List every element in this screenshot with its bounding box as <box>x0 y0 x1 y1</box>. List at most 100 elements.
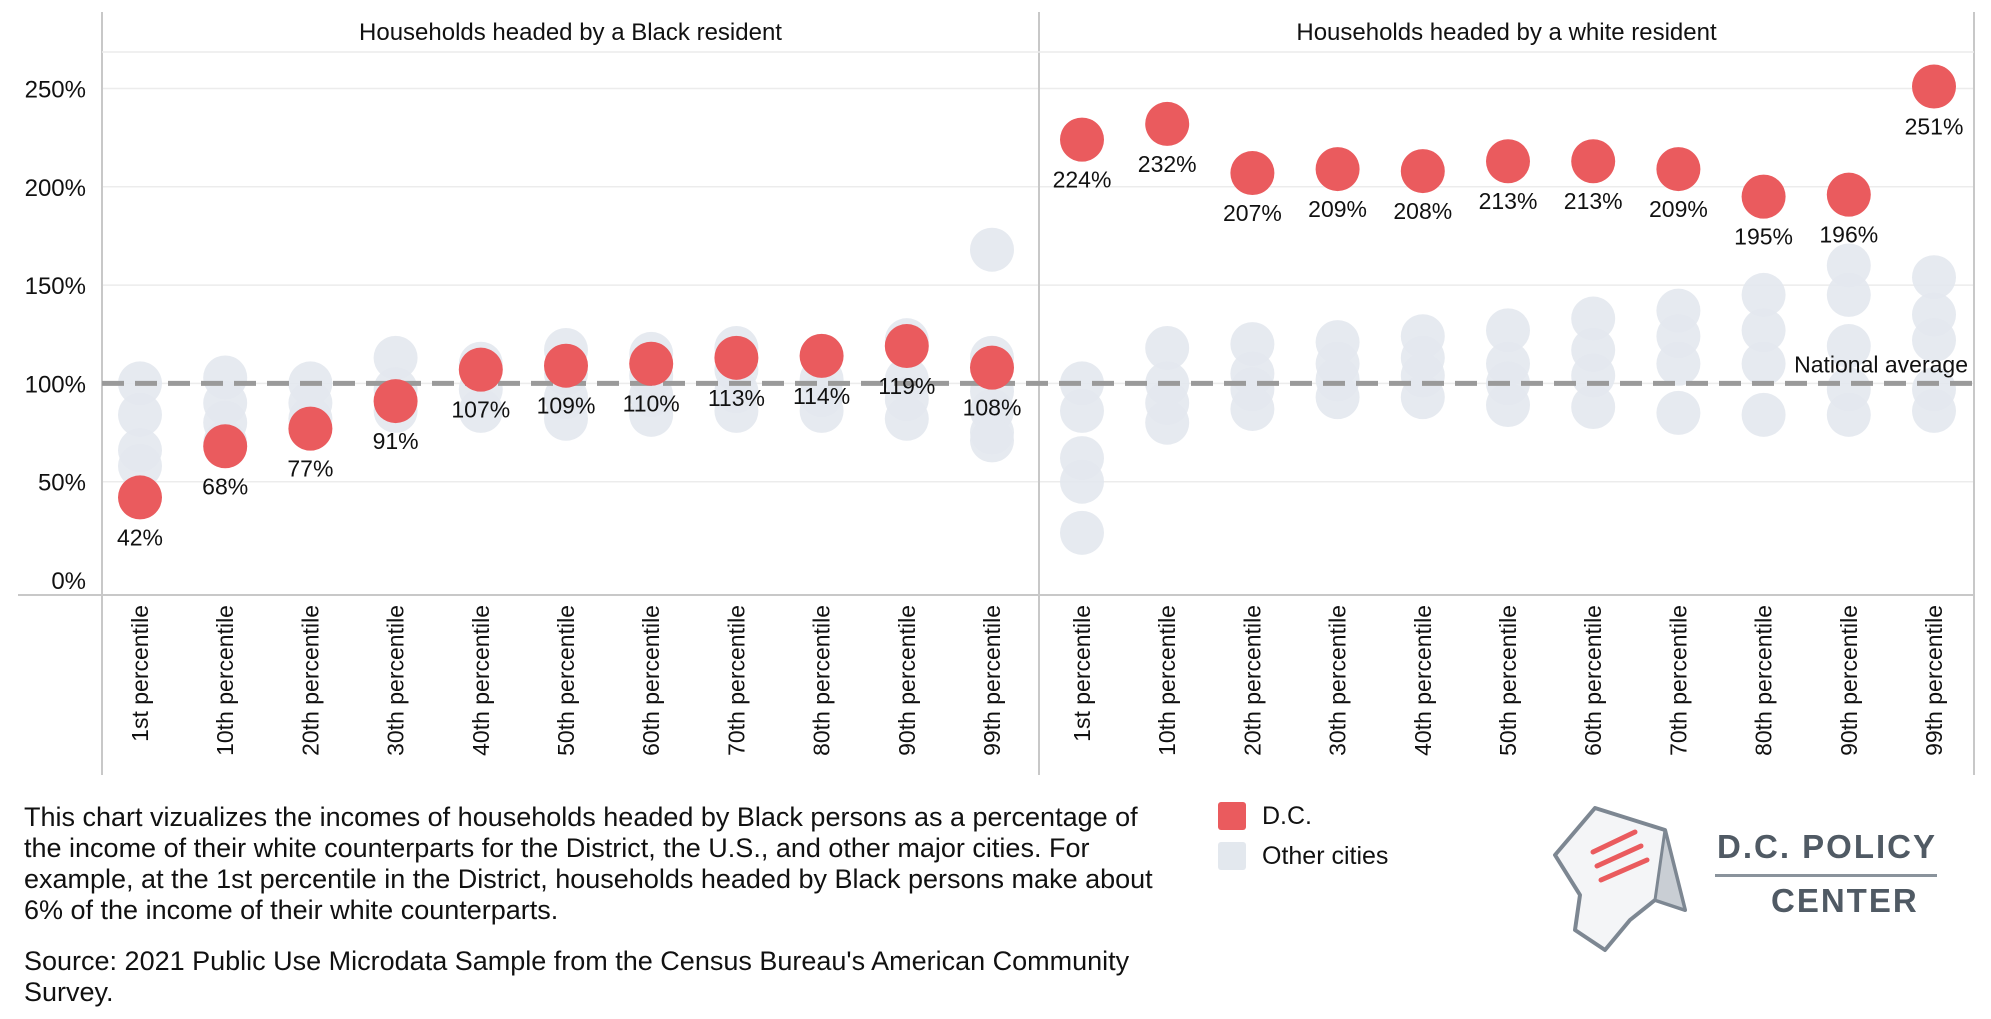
dc-point <box>373 379 418 424</box>
y-tick-label: 0% <box>51 568 86 595</box>
dc-data-label: 91% <box>373 428 419 454</box>
other-city-point <box>458 388 503 433</box>
dc-data-label: 110% <box>623 391 680 417</box>
other-city-point <box>1912 318 1956 363</box>
other-city-point <box>1145 326 1190 371</box>
x-tick-label: 40th percentile <box>468 605 494 756</box>
other-city-point <box>373 335 418 380</box>
panel-header-white: Households headed by a white resident <box>1296 19 1717 46</box>
x-tick-label: 99th percentile <box>979 605 1005 756</box>
x-tick-label: 10th percentile <box>1154 605 1180 756</box>
other-city-point <box>799 388 844 433</box>
dc-point <box>1912 64 1956 109</box>
other-city-point <box>1741 341 1786 386</box>
dc-data-label: 107% <box>451 397 510 423</box>
dc-point <box>799 333 844 378</box>
dc-point <box>714 335 759 380</box>
x-tick-label: 90th percentile <box>894 605 920 756</box>
dc-point <box>544 343 588 388</box>
x-tick-label: 80th percentile <box>809 605 835 756</box>
other-city-point <box>1571 384 1616 429</box>
other-city-point <box>884 396 929 441</box>
x-tick-label: 99th percentile <box>1921 605 1947 756</box>
x-tick-label: 30th percentile <box>1325 605 1351 756</box>
y-tick-label: 150% <box>25 273 86 300</box>
dc-point <box>884 324 929 369</box>
other-city-point <box>1741 392 1786 437</box>
x-tick-label: 80th percentile <box>1751 605 1777 756</box>
chart-description: This chart vizualizes the incomes of hou… <box>24 802 1153 925</box>
logo-rule <box>1715 874 1937 877</box>
x-tick-label: 20th percentile <box>297 605 323 756</box>
other-city-point <box>1741 272 1786 317</box>
x-tick-label: 30th percentile <box>383 605 409 756</box>
other-city-point <box>1826 324 1871 369</box>
other-city-point <box>118 443 162 488</box>
dc-point <box>1656 147 1701 192</box>
other-city-point <box>629 392 674 437</box>
dc-data-label: 113% <box>708 385 765 411</box>
other-city-point <box>1826 272 1871 317</box>
dc-point <box>288 406 333 451</box>
chart: 0% 50% 100% 150% 200% 250% Households headed b… <box>18 12 1975 775</box>
x-tick-label: 1st percentile <box>1069 605 1095 742</box>
legend-item-other-cities: Other cities <box>1218 836 1388 876</box>
x-tick-label: 10th percentile <box>212 605 238 756</box>
dc-data-label: 224% <box>1053 167 1112 193</box>
dc-map-icon <box>1553 806 1687 952</box>
x-tick-label: 60th percentile <box>1580 605 1606 756</box>
dc-point <box>629 341 674 386</box>
dc-data-label: 251% <box>1905 114 1964 140</box>
dc-point <box>118 475 162 520</box>
dc-data-label: 207% <box>1223 200 1282 226</box>
dc-point <box>1145 101 1190 146</box>
dc-data-label: 209% <box>1308 196 1367 222</box>
other-city-point <box>714 388 759 433</box>
other-city-point <box>1571 353 1616 398</box>
x-tick-label: 70th percentile <box>1665 605 1691 756</box>
other-city-point <box>1741 308 1786 353</box>
other-city-point <box>1571 296 1616 341</box>
other-city-point <box>1145 400 1190 445</box>
dc-data-label: 209% <box>1649 196 1708 222</box>
other-city-point <box>1060 388 1104 433</box>
dc-data-label: 108% <box>963 395 1022 421</box>
legend-swatch-other-cities <box>1218 842 1246 870</box>
x-tick-label: 90th percentile <box>1836 605 1862 756</box>
dc-point <box>1060 117 1104 162</box>
other-city-point <box>1912 255 1956 300</box>
dc-data-label: 109% <box>537 393 596 419</box>
dc-point <box>1400 149 1445 194</box>
legend-swatch-dc <box>1218 802 1246 830</box>
dc-data-label: 119% <box>878 373 935 399</box>
other-city-point <box>1400 375 1445 420</box>
x-tick-label: 20th percentile <box>1239 605 1265 756</box>
dc-data-label: 232% <box>1138 151 1197 177</box>
other-city-point <box>1656 341 1701 386</box>
x-tick-label: 70th percentile <box>723 605 749 756</box>
chart-source: Source: 2021 Public Use Microdata Sample… <box>24 946 1130 1007</box>
other-city-point <box>544 396 588 441</box>
x-tick-label: 1st percentile <box>127 605 153 742</box>
other-city-point <box>970 227 1014 272</box>
other-city-point <box>1912 388 1956 433</box>
dc-point <box>1571 139 1616 184</box>
dc-data-label: 213% <box>1479 188 1538 214</box>
dc-data-label: 77% <box>287 456 333 482</box>
other-city-point <box>1486 308 1530 353</box>
x-tick-label: 50th percentile <box>1495 605 1521 756</box>
legend-label-other-cities: Other cities <box>1262 841 1389 870</box>
dc-data-label: 42% <box>117 524 163 550</box>
dc-point <box>1230 151 1275 196</box>
dc-point <box>1741 174 1786 219</box>
other-city-point <box>1656 390 1701 435</box>
y-tick-label: 200% <box>25 175 86 202</box>
other-city-point <box>1826 392 1871 437</box>
x-tick-label: 50th percentile <box>553 605 579 756</box>
dc-point <box>1826 172 1871 217</box>
panel-header-black: Households headed by a Black resident <box>359 19 782 46</box>
x-tick-label: 60th percentile <box>638 605 664 756</box>
dc-point <box>970 345 1014 390</box>
other-city-point <box>1230 386 1275 431</box>
dc-data-label: 196% <box>1819 222 1878 248</box>
